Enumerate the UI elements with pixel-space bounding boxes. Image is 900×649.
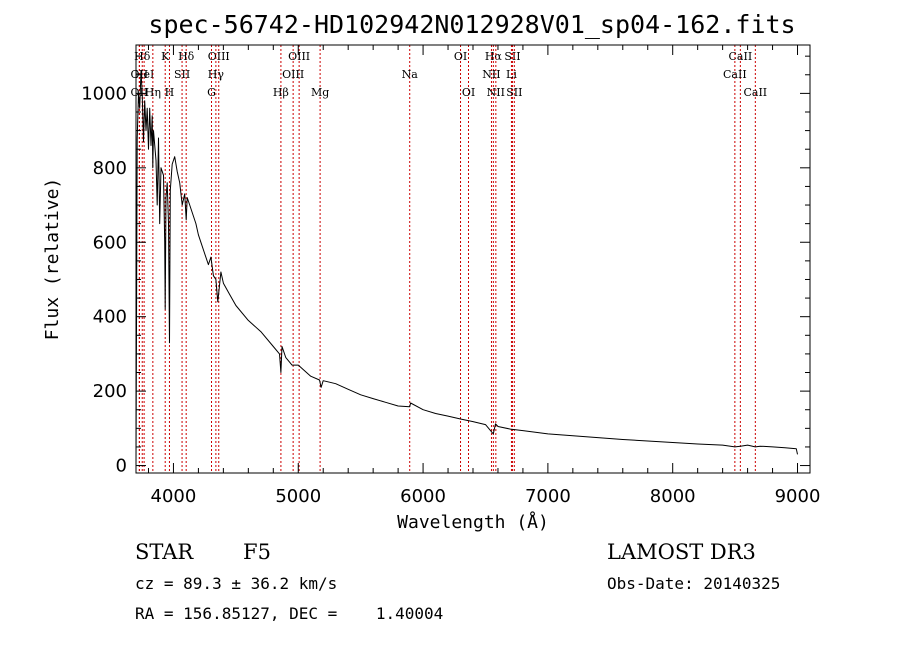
line-label-6: SII bbox=[174, 68, 190, 81]
line-label-16: Na bbox=[402, 68, 419, 81]
line-label-8: Hδ bbox=[178, 50, 195, 63]
line-label-4: Hη bbox=[145, 86, 161, 99]
line-label-9: OIII bbox=[208, 50, 230, 63]
obs-date-text: Obs-Date: 20140325 bbox=[607, 574, 781, 593]
y-tick-label-400: 400 bbox=[93, 307, 127, 328]
line-label-3: OII bbox=[131, 86, 149, 99]
chart-title: spec-56742-HD102942N012928V01_sp04-162.f… bbox=[148, 10, 795, 39]
line-label-17: OI bbox=[454, 50, 467, 63]
line-label-22: Li bbox=[506, 68, 517, 81]
line-label-23: NII bbox=[487, 86, 505, 99]
line-label-13: OIII bbox=[282, 68, 304, 81]
y-tick-label-200: 200 bbox=[93, 381, 127, 402]
axis-ticks: 4000 5000 6000 7000 8000 9000 0 200 400 600 800 100… bbox=[81, 45, 820, 507]
line-label-18: OI bbox=[462, 86, 475, 99]
survey-label: LAMOST DR3 bbox=[607, 540, 756, 564]
coordinates-text: RA = 156.85127, DEC = 1.40004 bbox=[135, 604, 444, 623]
line-label-10: Hγ bbox=[208, 68, 225, 81]
line-label-0: Hδ bbox=[134, 50, 151, 63]
y-tick-label-1000: 1000 bbox=[81, 83, 127, 104]
object-class: STAR bbox=[135, 540, 194, 564]
line-label-26: CaII bbox=[723, 68, 747, 81]
y-tick-label-0: 0 bbox=[116, 456, 127, 477]
x-tick-label-9000: 9000 bbox=[775, 486, 821, 507]
line-label-27: CaII bbox=[743, 86, 767, 99]
line-label-14: Hβ bbox=[273, 86, 289, 99]
y-axis-label: Flux (relative) bbox=[42, 178, 63, 341]
plot-frame bbox=[135, 44, 811, 474]
line-label-7: H bbox=[165, 86, 175, 99]
object-subclass: F5 bbox=[243, 540, 271, 564]
line-label-12: OIII bbox=[288, 50, 310, 63]
line-label-24: SII bbox=[506, 86, 522, 99]
line-label-21: NII bbox=[482, 68, 500, 81]
line-label-20: SII bbox=[504, 50, 520, 63]
line-label-11: G bbox=[207, 86, 216, 99]
redshift-text: cz = 89.3 ± 36.2 km/s bbox=[135, 574, 338, 593]
y-tick-label-600: 600 bbox=[93, 232, 127, 253]
x-axis-label: Wavelength (Å) bbox=[397, 511, 549, 533]
y-tick-label-800: 800 bbox=[93, 158, 127, 179]
line-label-15: Mg bbox=[311, 86, 329, 99]
spectrum-series bbox=[135, 70, 798, 466]
x-tick-label-4000: 4000 bbox=[151, 486, 197, 507]
x-tick-label-7000: 7000 bbox=[525, 486, 571, 507]
line-label-19: Hα bbox=[485, 50, 503, 63]
spectrum-line-0 bbox=[135, 70, 798, 466]
line-label-5: K bbox=[161, 50, 170, 63]
x-tick-label-5000: 5000 bbox=[275, 486, 321, 507]
x-tick-label-8000: 8000 bbox=[650, 486, 696, 507]
x-tick-label-6000: 6000 bbox=[400, 486, 446, 507]
line-label-25: CaII bbox=[729, 50, 753, 63]
